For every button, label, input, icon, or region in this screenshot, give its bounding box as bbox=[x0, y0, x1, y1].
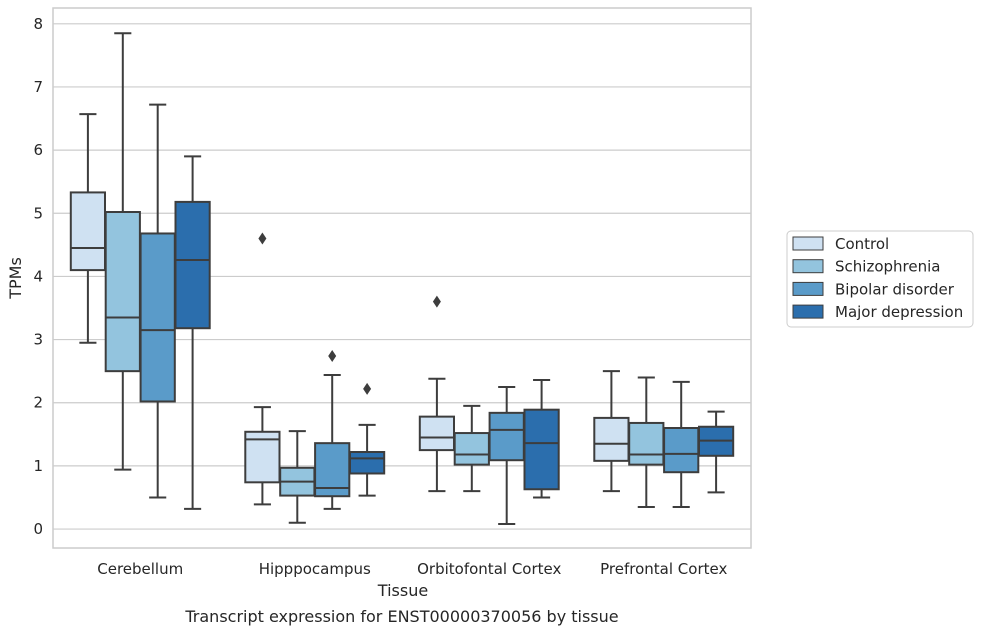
box-bipolar-disorder-hipppocampus bbox=[314, 350, 351, 510]
box-control-cerebellum bbox=[69, 113, 107, 344]
iqr-box bbox=[453, 432, 490, 466]
y-tick-label: 8 bbox=[33, 15, 43, 33]
y-tick-label: 1 bbox=[33, 457, 43, 475]
iqr-box bbox=[593, 416, 630, 462]
y-tick-label: 4 bbox=[33, 267, 43, 285]
box-bipolar-disorder-orbitofontal-cortex bbox=[488, 385, 525, 525]
legend-item-bipolar-disorder: Bipolar disorder bbox=[792, 280, 955, 298]
box-major-depression-cerebellum bbox=[174, 155, 211, 510]
x-tick-label: Cerebellum bbox=[97, 560, 183, 578]
y-tick-label: 2 bbox=[33, 394, 43, 412]
iqr-box bbox=[69, 191, 107, 272]
y-axis-label: TPMs bbox=[6, 257, 25, 300]
legend-item-major-depression: Major depression bbox=[792, 303, 963, 321]
box-bipolar-disorder-cerebellum bbox=[139, 103, 176, 499]
box-major-depression-hipppocampus bbox=[348, 382, 386, 497]
outlier-marker bbox=[363, 382, 372, 395]
y-tick-label: 3 bbox=[33, 331, 43, 349]
iqr-box bbox=[488, 411, 525, 462]
iqr-box bbox=[104, 211, 141, 373]
y-tick-label: 6 bbox=[33, 141, 43, 159]
legend-swatch bbox=[792, 259, 824, 274]
y-tick-label: 0 bbox=[33, 520, 43, 538]
iqr-box bbox=[348, 451, 386, 475]
legend-label: Control bbox=[835, 235, 889, 253]
box-bipolar-disorder-prefrontal-cortex bbox=[663, 380, 700, 508]
box-schizophrenia-hipppocampus bbox=[279, 430, 316, 524]
legend: Control Schizophrenia Bipolar disorder Majo… bbox=[786, 230, 974, 328]
legend-item-schizophrenia: Schizophrenia bbox=[792, 258, 940, 276]
iqr-box bbox=[628, 421, 665, 466]
x-tick-label: Prefrontal Cortex bbox=[600, 560, 727, 578]
plot-area-frame bbox=[52, 7, 752, 549]
box-schizophrenia-orbitofontal-cortex bbox=[453, 404, 490, 493]
iqr-box bbox=[418, 415, 456, 452]
legend-label: Schizophrenia bbox=[835, 258, 940, 276]
legend-frame bbox=[786, 230, 974, 328]
y-tick-label: 5 bbox=[33, 204, 43, 222]
iqr-box bbox=[663, 427, 700, 474]
legend-item-control: Control bbox=[792, 235, 889, 253]
legend-label: Bipolar disorder bbox=[835, 280, 955, 298]
box-control-prefrontal-cortex bbox=[593, 370, 630, 493]
iqr-box bbox=[174, 200, 211, 330]
outlier-marker bbox=[328, 350, 337, 362]
x-tick-label: Hipppocampus bbox=[259, 560, 371, 578]
legend-swatch bbox=[792, 281, 824, 296]
box-control-hipppocampus bbox=[244, 232, 281, 506]
legend-swatch bbox=[792, 304, 824, 319]
x-axis-label: Tissue bbox=[377, 581, 428, 600]
chart-caption: Transcript expression for ENST0000037005… bbox=[184, 607, 618, 626]
box-major-depression-prefrontal-cortex bbox=[697, 410, 735, 494]
y-tick-label: 7 bbox=[33, 78, 43, 96]
x-tick-label: Orbitofontal Cortex bbox=[417, 560, 561, 578]
iqr-box bbox=[139, 232, 176, 403]
iqr-box bbox=[523, 408, 560, 491]
legend-swatch bbox=[792, 236, 824, 251]
box-control-orbitofontal-cortex bbox=[418, 295, 456, 493]
legend-label: Major depression bbox=[835, 303, 963, 321]
box-major-depression-orbitofontal-cortex bbox=[523, 379, 560, 499]
outlier-marker bbox=[432, 295, 441, 308]
outlier-marker bbox=[258, 232, 267, 245]
